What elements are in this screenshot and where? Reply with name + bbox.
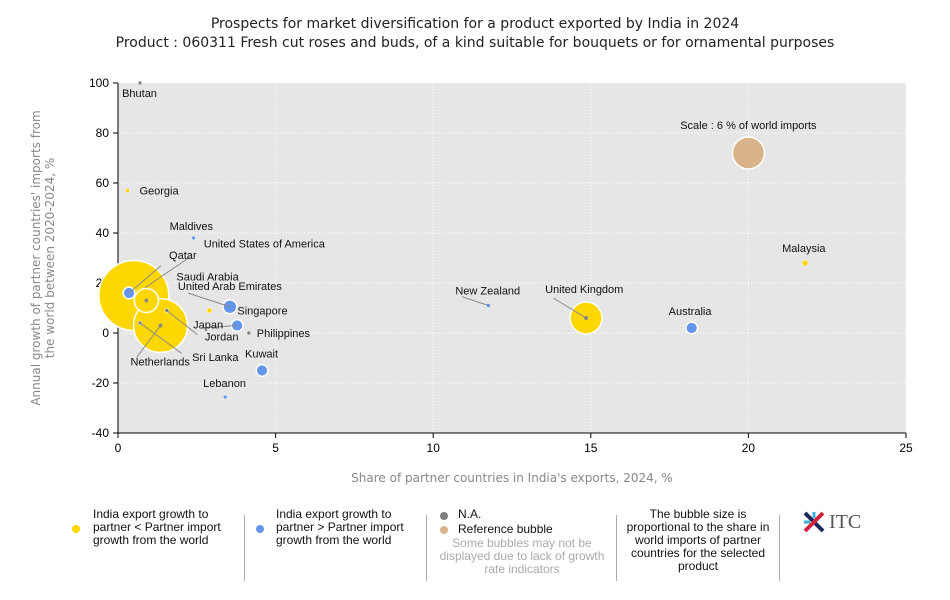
bubble-label: Georgia [139, 186, 179, 198]
chart-subtitle: Product : 060311 Fresh cut roses and bud… [115, 35, 835, 51]
legend-note: Some bubbles may not be displayed due to… [439, 536, 605, 576]
bubble-label: United Kingdom [545, 284, 623, 296]
legend-reference: Reference bubble [458, 522, 553, 536]
x-tick-label: 10 [427, 441, 441, 455]
bubble-kuwait [255, 363, 269, 378]
bubble-label: Philippines [257, 328, 311, 340]
legend-size-note: The bubble size is proportional to the s… [626, 507, 770, 573]
legend-divider [426, 515, 427, 581]
bubble-malaysia [801, 259, 809, 267]
bubble-label: Qatar [169, 250, 197, 262]
x-tick-label: 5 [272, 441, 279, 455]
bubble-label: United States of America [204, 239, 326, 251]
itc-logo-icon [803, 511, 825, 533]
legend-yellow-icon [72, 525, 80, 533]
leader-line [128, 265, 162, 294]
leader-line [188, 292, 231, 308]
x-tick-label: 20 [742, 441, 756, 455]
bubble-label: Sri Lanka [192, 352, 239, 364]
legend-na-icon [440, 512, 448, 520]
bubble-georgia [125, 188, 130, 193]
legend-reference-icon [440, 526, 448, 534]
bubble-label: Jordan [205, 332, 239, 344]
bubble-label: Maldives [170, 221, 214, 233]
bubble-center [144, 298, 149, 303]
leader-line [553, 297, 587, 319]
y-tick-label: -20 [92, 376, 110, 390]
bubble-australia [685, 321, 699, 335]
leader-line [461, 296, 489, 306]
bubble-philippines [246, 330, 252, 336]
leader-line [166, 310, 198, 335]
bubble-label: Australia [669, 306, 713, 318]
bubble-label: Kuwait [245, 349, 278, 361]
leader-line [201, 325, 238, 329]
bubble-label: Bhutan [122, 88, 157, 100]
reference-bubble-label: Scale : 6 % of world imports [680, 120, 817, 132]
bubble-lebanon [222, 394, 228, 400]
legend-divider [616, 515, 617, 581]
chart-title: Prospects for market diversification for… [210, 16, 740, 32]
y-tick-label: 40 [96, 226, 110, 240]
bubble-label: Netherlands [131, 357, 191, 369]
leader-line [139, 322, 182, 354]
bubble-bhutan [137, 80, 143, 86]
x-tick-label: 25 [899, 441, 913, 455]
y-axis-label: Annual growth of partner countries' impo… [29, 110, 57, 405]
y-tick-label: 80 [96, 126, 110, 140]
legend-faster: India export growth to partner > Partner… [276, 507, 404, 547]
y-tick-label: 0 [102, 326, 109, 340]
x-tick-label: 0 [115, 441, 122, 455]
y-tick-label: 60 [96, 176, 110, 190]
bubble-maldives [191, 235, 196, 241]
legend-slower: India export growth to partner < Partner… [93, 507, 221, 547]
bubble-label: Lebanon [203, 378, 246, 390]
bubble-label: Singapore [237, 306, 287, 318]
leader-line [136, 325, 161, 358]
y-tick-label: 100 [89, 76, 109, 90]
bubble-singapore [206, 307, 213, 314]
reference-bubble [731, 136, 766, 170]
y-tick-label: -40 [92, 426, 110, 440]
legend-divider [779, 515, 780, 581]
itc-logo: ITC [802, 510, 861, 534]
bubble-label: Malaysia [782, 243, 826, 255]
x-axis-label: Share of partner countries in India's ex… [351, 471, 673, 485]
plot-area [118, 83, 906, 433]
bubble-label: United Arab Emirates [178, 281, 282, 293]
legend-blue-icon [256, 525, 264, 533]
legend-na: N.A. [458, 507, 482, 521]
itc-logo-text: ITC [829, 510, 862, 533]
x-tick-label: 15 [584, 441, 598, 455]
bubble-label: New Zealand [455, 286, 520, 298]
legend-divider [244, 515, 245, 581]
bubble-label: Japan [193, 320, 223, 332]
bubble-label: Saudi Arabia [176, 272, 239, 284]
